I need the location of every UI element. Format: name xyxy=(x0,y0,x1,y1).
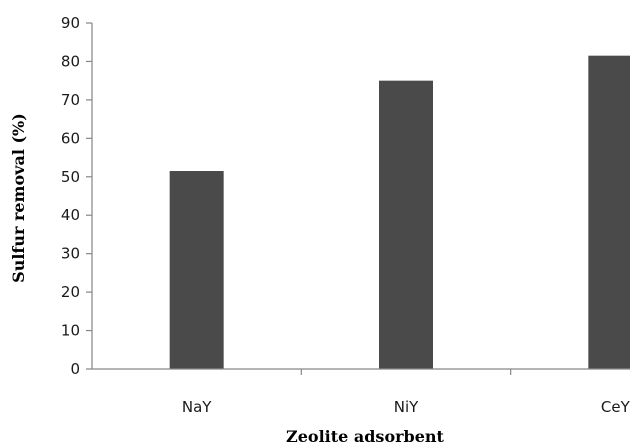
y-axis-ticks: 0 10 20 30 40 50 60 70 80 90 xyxy=(61,14,92,378)
y-tick-label: 0 xyxy=(70,360,80,378)
x-axis-title: Zeolite adsorbent xyxy=(286,427,444,446)
y-tick-label: 10 xyxy=(61,322,80,340)
y-tick-label: 90 xyxy=(61,14,80,32)
y-axis-title: Sulfur removal (%) xyxy=(9,113,28,283)
y-tick-label: 70 xyxy=(61,91,80,109)
bar-niy xyxy=(379,80,433,370)
y-tick-label: 50 xyxy=(61,168,80,186)
y-tick-label: 30 xyxy=(61,245,80,263)
y-tick-label: 40 xyxy=(61,206,80,224)
x-axis-ticks: NaY NiY CeY xyxy=(182,369,630,416)
x-tick-label: NaY xyxy=(182,398,212,416)
x-tick-label: CeY xyxy=(601,398,630,416)
bar-nay xyxy=(169,171,224,369)
x-tick-label: NiY xyxy=(394,398,419,416)
y-tick-label: 80 xyxy=(61,52,80,70)
y-tick-label: 60 xyxy=(61,129,80,147)
bars xyxy=(169,55,630,370)
y-tick-label: 20 xyxy=(61,283,80,301)
bar-cey xyxy=(588,55,630,370)
